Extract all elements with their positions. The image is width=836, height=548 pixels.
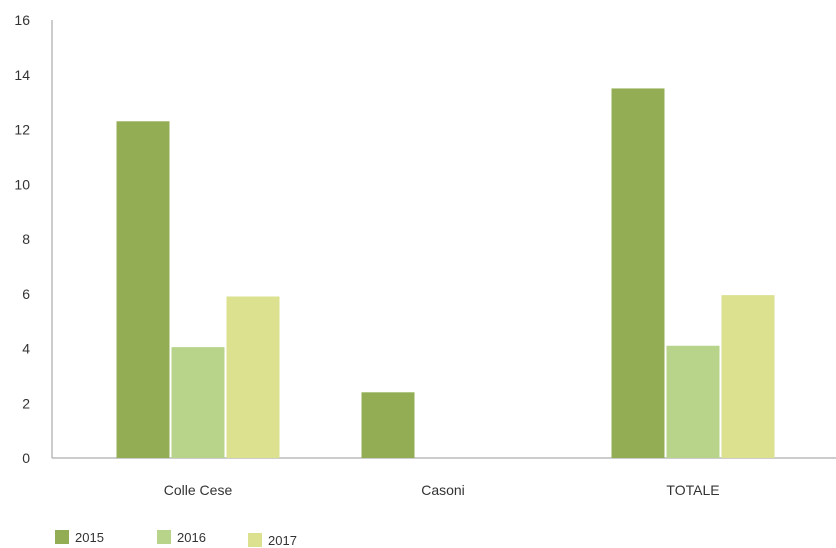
x-category-label: TOTALE xyxy=(666,482,719,498)
bar-totale-2016 xyxy=(666,345,720,458)
y-tick-label: 6 xyxy=(22,286,30,302)
bar-casoni-2015 xyxy=(361,392,415,458)
y-tick-label: 2 xyxy=(22,395,30,411)
y-tick-label: 0 xyxy=(22,450,30,466)
legend-swatch-2016 xyxy=(157,530,171,544)
legend-swatch-2017 xyxy=(248,533,262,547)
x-category-label: Colle Cese xyxy=(164,482,233,498)
y-axis-ticks: 0 2 4 6 8 10 12 14 16 xyxy=(14,12,30,466)
bar-totale-2015 xyxy=(611,88,665,458)
x-category-label: Casoni xyxy=(421,482,465,498)
y-tick-label: 8 xyxy=(22,231,30,247)
bar-colle-cese-2016 xyxy=(171,347,225,458)
bar-colle-cese-2015 xyxy=(116,121,170,458)
legend-label-2017: 2017 xyxy=(268,533,297,548)
legend-label-2016: 2016 xyxy=(177,530,206,545)
legend: 2015 2016 2017 xyxy=(55,530,297,548)
x-axis-labels: Colle Cese Casoni TOTALE xyxy=(164,482,720,498)
bar-colle-cese-2017 xyxy=(226,296,280,458)
y-tick-label: 16 xyxy=(14,12,30,28)
y-tick-label: 4 xyxy=(22,341,30,357)
legend-swatch-2015 xyxy=(55,530,69,544)
bars-group xyxy=(116,88,775,458)
y-tick-label: 12 xyxy=(14,122,30,138)
y-tick-label: 14 xyxy=(14,67,30,83)
legend-label-2015: 2015 xyxy=(75,530,104,545)
bar-totale-2017 xyxy=(721,295,775,458)
y-tick-label: 10 xyxy=(14,176,30,192)
